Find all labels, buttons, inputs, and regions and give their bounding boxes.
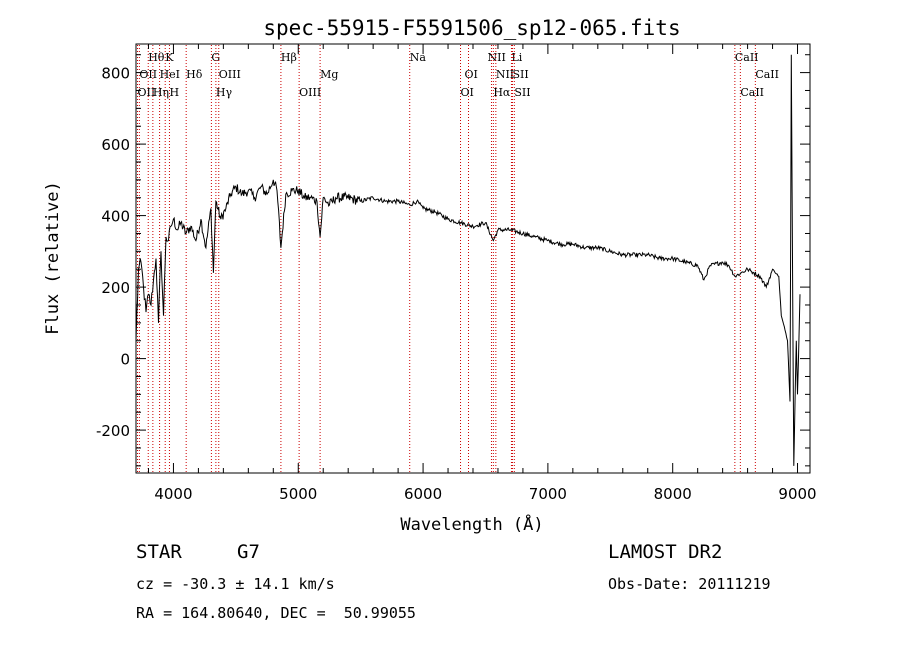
line-label: CaII [740,86,764,99]
y-tick-label: 400 [101,208,130,226]
y-tick-label: 0 [120,351,130,369]
line-label: SII [512,68,528,81]
line-label: Li [511,51,522,64]
chart-title: spec-55915-F5591506_sp12-065.fits [263,16,680,40]
y-tick-label: 200 [101,279,130,297]
line-label: Hθ [148,51,165,64]
x-tick-label: 8000 [654,485,692,503]
line-label: OI [461,86,474,99]
line-label: OI [465,68,478,81]
line-label: OIII [219,68,241,81]
line-label: Hδ [186,68,203,81]
obs-date-label: Obs-Date: 20111219 [608,575,771,593]
subclass-label: G7 [237,541,260,563]
line-label: Hη [153,86,169,99]
line-label: Na [410,51,427,64]
line-label: Hα [493,86,511,99]
x-axis-label: Wavelength (Å) [400,513,543,535]
y-axis-label: Flux (relative) [43,181,63,335]
line-label: HeI [160,68,180,81]
survey-label: LAMOST DR2 [608,541,723,563]
spectrum-line [135,54,801,466]
line-label: OII [139,68,157,81]
y-tick-label: 600 [101,136,130,154]
class-label: STAR [136,541,182,563]
line-label: SII [514,86,530,99]
plot-frame [135,43,811,474]
redshift-label: cz = -30.3 ± 14.1 km/s [136,575,335,593]
x-tick-label: 5000 [279,485,317,503]
line-label: H [169,86,179,99]
y-tick-label: 800 [101,65,130,83]
coords-label: RA = 164.80640, DEC = 50.99055 [136,604,416,622]
x-tick-label: 9000 [778,485,816,503]
line-label: NII [496,68,514,81]
line-label: OIII [299,86,321,99]
line-label: Hγ [216,86,233,99]
y-tick-label: -200 [96,422,130,440]
x-tick-label: 7000 [529,485,567,503]
line-label: CaII [755,68,779,81]
line-label: Mg [320,68,338,81]
x-tick-label: 6000 [404,485,442,503]
line-label: OII [137,86,155,99]
line-label: NII [487,51,505,64]
x-tick-label: 4000 [154,485,192,503]
line-label: Hβ [281,51,297,64]
